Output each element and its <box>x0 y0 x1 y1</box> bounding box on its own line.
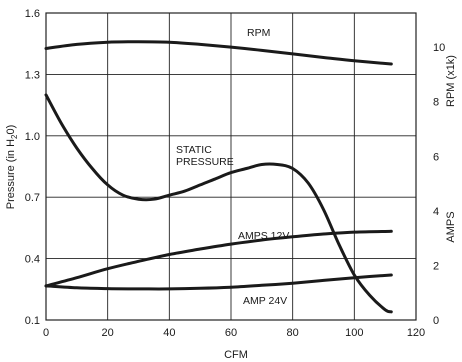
x-axis-title: CFM <box>224 349 248 361</box>
x-tick-label: 100 <box>345 327 363 339</box>
series-label-amp-24v: AMP 24V <box>243 295 287 307</box>
series-label-amps-12v: AMPS 12V <box>238 230 289 242</box>
y2-tick-label: 0 <box>433 315 439 327</box>
y2-tick-label: 4 <box>433 206 439 218</box>
x-tick-label: 40 <box>163 327 175 339</box>
series-label-static-pressure-line2: PRESSURE <box>176 156 234 168</box>
static-pressure-line <box>44 93 393 314</box>
amp-24v-line <box>44 273 393 291</box>
y-axis-title-subscript: 2 <box>10 134 19 139</box>
y-tick-labels: 0.1 0.4 0.7 1.0 1.3 1.6 <box>25 8 40 327</box>
x-tick-label: 60 <box>225 327 237 339</box>
plot-frame <box>45 12 417 321</box>
rpm-line <box>44 40 393 66</box>
y2-axis-title-rpm: RPM (x1k) <box>445 55 457 107</box>
y-axis-title-main: Pressure (in H <box>5 139 17 209</box>
x-tick-label: 120 <box>407 327 425 339</box>
y2-tick-labels: 0 2 4 6 8 10 <box>433 42 445 327</box>
series-label-static-pressure-line1: STATIC <box>176 144 212 156</box>
y-axis-title: Pressure (in H20) <box>5 125 19 210</box>
y-tick-label: 1.3 <box>25 69 40 81</box>
y-tick-label: 1.0 <box>25 131 40 143</box>
series-label-static-pressure: STATIC PRESSURE <box>176 144 234 168</box>
y-tick-label: 0.4 <box>25 254 40 266</box>
y-axis-title-end: 0) <box>5 125 17 135</box>
y2-tick-label: 10 <box>433 42 445 54</box>
amps-12v-line <box>44 229 393 288</box>
y-tick-label: 1.6 <box>25 8 40 20</box>
y-tick-label: 0.7 <box>25 192 40 204</box>
series-lines <box>44 40 393 314</box>
y2-tick-label: 6 <box>433 151 439 163</box>
y2-axis-title-amps: AMPS <box>445 211 457 242</box>
x-tick-label: 0 <box>43 327 49 339</box>
y-tick-label: 0.1 <box>25 315 40 327</box>
x-tick-labels: 0 20 40 60 80 100 120 <box>43 327 425 339</box>
y2-tick-label: 8 <box>433 97 439 109</box>
x-tick-label: 20 <box>102 327 114 339</box>
y2-tick-label: 2 <box>433 260 439 272</box>
series-label-rpm: RPM <box>247 27 270 39</box>
x-tick-label: 80 <box>287 327 299 339</box>
